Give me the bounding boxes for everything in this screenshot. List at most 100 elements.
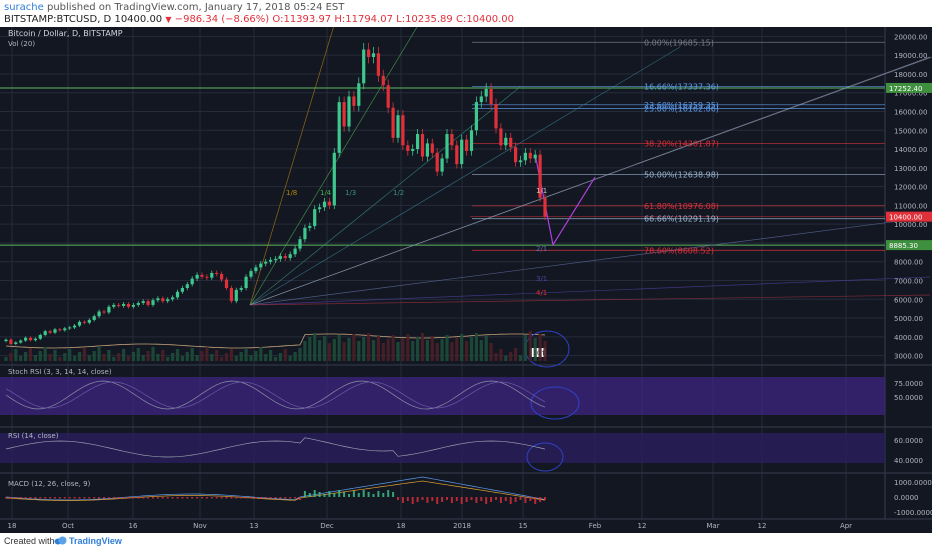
macd-histogram-bar (446, 497, 448, 500)
macd-histogram-bar (490, 497, 493, 502)
macd-histogram-bar (122, 497, 125, 499)
candle-body (445, 134, 449, 159)
volume-bar (269, 350, 273, 361)
volume-bar (264, 354, 268, 361)
candle-body (509, 137, 513, 148)
macd-histogram-bar (259, 497, 262, 499)
candle-body (528, 152, 532, 159)
volume-bar (38, 351, 42, 361)
publisher-link[interactable]: surache (4, 2, 44, 13)
macd-histogram-bar (509, 497, 512, 504)
volume-bar (146, 351, 150, 361)
volume-bar (141, 355, 145, 361)
candle-body (171, 297, 175, 300)
macd-histogram-bar (24, 497, 27, 499)
candle-body (357, 83, 361, 106)
x-tick-label: Feb (589, 522, 602, 530)
macd-histogram-bar (166, 497, 169, 499)
candle-body (166, 299, 170, 302)
macd-histogram-bar (544, 497, 546, 500)
volume-bar (440, 339, 444, 361)
macd-histogram-bar (504, 497, 507, 501)
macd-histogram-bar (39, 497, 42, 499)
volume-bar (474, 333, 478, 361)
volume-bar (538, 334, 542, 361)
macd-histogram-bar (210, 497, 213, 499)
macd-histogram-bar (392, 492, 395, 497)
candle-body (386, 85, 390, 108)
fib-level-label: 25.00%(16162.06) (644, 104, 719, 113)
macd-histogram-bar (5, 497, 7, 499)
fib-level-label: 50.00%(12638.98) (644, 171, 719, 180)
candle-body (518, 160, 523, 163)
macd-histogram-bar (29, 497, 32, 499)
volume-bar (543, 341, 547, 361)
volume-bar (97, 347, 101, 361)
volume-bar (435, 343, 439, 361)
volume-bar (200, 351, 204, 361)
candle-body (469, 130, 474, 151)
macd-histogram-bar (539, 497, 542, 502)
candle-body (9, 339, 13, 344)
indicator-tick: 1000.0000 (894, 479, 932, 487)
y-tick-label: 3000.00 (894, 353, 923, 361)
volume-bar (161, 350, 165, 361)
candle-body (425, 143, 429, 157)
candle-body (474, 102, 478, 131)
volume-bar (337, 335, 341, 361)
macd-histogram-bar (377, 491, 380, 497)
candle-body (269, 259, 273, 262)
volume-bar (381, 343, 385, 361)
y-tick-label: 4000.00 (894, 334, 923, 342)
candle-body (264, 261, 268, 264)
fib-level-label: 61.80%(10976.08) (644, 202, 719, 211)
indicator-tick: 0.0000 (894, 494, 919, 502)
candle-body (146, 301, 150, 305)
volume-bar (352, 334, 356, 361)
volume-bar (533, 338, 537, 361)
macd-histogram-bar (191, 497, 194, 499)
price-label-box (886, 82, 932, 93)
candle-body (533, 154, 537, 159)
macd-histogram-bar (176, 497, 179, 499)
macd-histogram-bar (436, 497, 439, 504)
gann-fan-line (249, 46, 681, 306)
macd-histogram-bar (416, 497, 419, 502)
volume-bar (215, 350, 219, 361)
candle-body (215, 272, 219, 274)
candle-body (156, 298, 160, 301)
candle-body (342, 102, 346, 127)
y-tick-label: 5000.00 (894, 315, 923, 323)
macd-histogram-bar (279, 497, 282, 499)
macd-histogram-bar (264, 497, 267, 499)
macd-histogram-bar (254, 497, 257, 499)
volume-bar (528, 331, 532, 361)
volume-bar (318, 340, 322, 361)
candle-body (489, 88, 493, 104)
tradingview-brand[interactable]: TradingView (69, 536, 122, 546)
macd-histogram-bar (524, 497, 527, 503)
x-tick-label: 12 (638, 522, 647, 530)
volume-bar (406, 334, 410, 361)
macd-line (5, 476, 546, 501)
gann-fan-line (249, 216, 931, 306)
volume-bar (362, 337, 366, 361)
volume-bar (425, 340, 429, 361)
fib-level-label: 66.66%(10291.19) (644, 215, 719, 224)
candle-body (205, 276, 209, 278)
macd-histogram-bar (495, 497, 497, 500)
candle-body (220, 273, 224, 280)
macd-histogram-bar (328, 491, 331, 497)
candle-body (19, 340, 23, 343)
macd-histogram-bar (426, 497, 429, 503)
candles (4, 43, 547, 504)
macd-histogram-bar (137, 497, 140, 499)
candle-body (381, 75, 385, 86)
candle-body (136, 303, 140, 305)
volume-bar (494, 353, 498, 361)
trend-line (249, 56, 932, 306)
volume-bar (386, 339, 390, 361)
candle-body (28, 337, 33, 341)
y-tick-label: 13000.00 (894, 165, 927, 173)
